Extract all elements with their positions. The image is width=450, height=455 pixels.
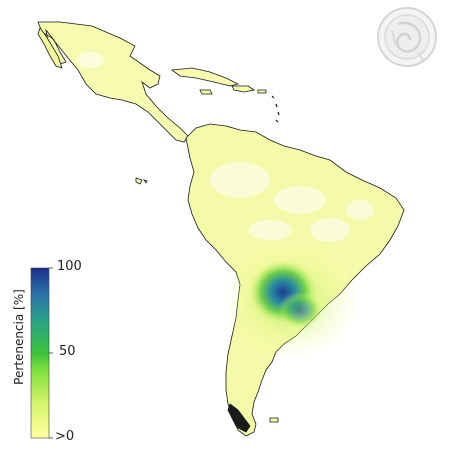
colorbar-tick-50: 50 <box>59 344 76 359</box>
seal-emblem-icon <box>377 7 437 67</box>
high-membership-hotspot <box>220 240 360 360</box>
colorbar-title: Pertenencia [%] <box>12 289 26 385</box>
colorbar-tick-0: >0 <box>55 429 75 444</box>
lesser-antilles-islands <box>271 95 280 123</box>
hispaniola-island <box>231 85 256 93</box>
jamaica-island <box>199 89 213 95</box>
mexico-central-america-landmass <box>37 21 189 143</box>
colorbar-tick-100: 100 <box>57 259 82 274</box>
galapagos-islands <box>135 177 148 185</box>
baja-california-landmass <box>37 27 63 69</box>
cuba-island <box>170 67 240 87</box>
colorbar <box>30 267 50 439</box>
puerto-rico-island <box>257 89 267 94</box>
colorbar-ticks <box>49 267 53 439</box>
tierra-del-fuego <box>227 403 251 433</box>
falkland-islands <box>269 417 279 423</box>
map-texture <box>76 52 374 242</box>
